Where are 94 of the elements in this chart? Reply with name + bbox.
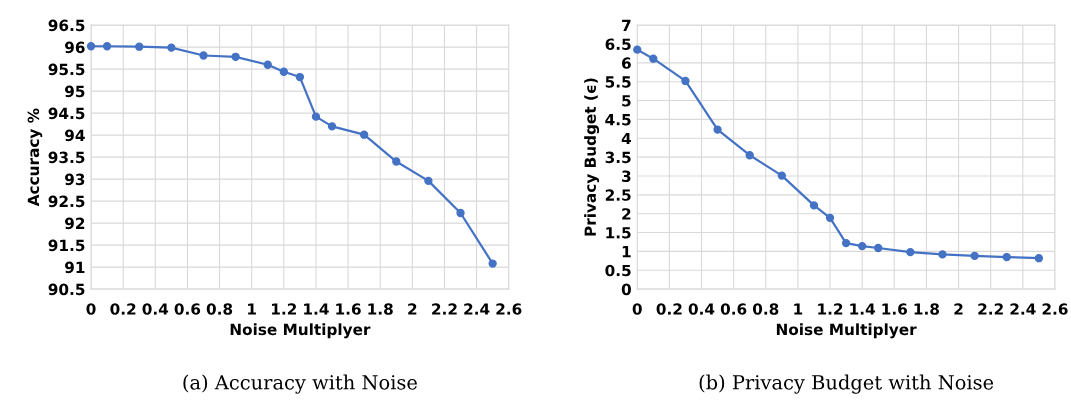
point xyxy=(777,171,786,180)
x-tick-label: 0.4 xyxy=(142,303,169,315)
point xyxy=(86,42,96,51)
y-tick-label: 94.5 xyxy=(48,107,85,120)
y-tick-label: 7 xyxy=(622,19,631,31)
x-tick-label: 1.2 xyxy=(818,303,843,315)
y-tick-label: 3 xyxy=(622,170,631,182)
y-tick-label: 96 xyxy=(65,41,85,54)
x-tick-label: 2.2 xyxy=(978,303,1003,315)
x-tick-label: 2.6 xyxy=(496,303,522,315)
point xyxy=(633,45,642,54)
point xyxy=(874,243,883,253)
x-tick-label: 1.4 xyxy=(850,303,875,315)
point xyxy=(263,60,272,69)
y-tick-label: 2 xyxy=(622,208,631,220)
y-tick-label: 0.5 xyxy=(605,264,631,277)
y-tick-label: 3.5 xyxy=(605,151,631,164)
point xyxy=(970,251,979,261)
point xyxy=(311,112,321,121)
x-tick-label: 1.2 xyxy=(272,303,297,315)
point xyxy=(135,42,144,51)
x-tick-label: 2.2 xyxy=(432,303,457,315)
x-tick-label: 2 xyxy=(408,303,417,315)
text: (a) Accuracy with Noise xyxy=(183,374,417,394)
point xyxy=(841,238,851,248)
point xyxy=(938,250,947,259)
point xyxy=(231,52,240,61)
y-tick-label: 5.5 xyxy=(605,76,631,88)
y-tick-label: 2.5 xyxy=(605,189,631,201)
x-tick-label: 1.8 xyxy=(368,303,393,315)
point xyxy=(456,208,465,218)
y-tick-label: 95 xyxy=(65,85,85,98)
point xyxy=(1034,254,1044,263)
y-tick-label: 4 xyxy=(621,132,631,145)
y-tick-label: 0 xyxy=(621,283,631,296)
point xyxy=(167,43,176,52)
x-tick-label: 1 xyxy=(248,303,256,315)
y-tick-label: 96.5 xyxy=(48,19,85,32)
y-tick-label: 6.5 xyxy=(605,38,631,51)
point xyxy=(649,54,658,63)
x-tick-label: 1.6 xyxy=(882,303,907,315)
y-tick-label: 1.5 xyxy=(606,227,631,239)
x-tick-label: 0 xyxy=(632,303,642,315)
point xyxy=(857,241,867,251)
point xyxy=(809,201,819,210)
x-tick-label: 1.8 xyxy=(914,303,939,315)
x-tick-label: 0.2 xyxy=(110,303,136,315)
point xyxy=(359,130,369,139)
x-tick-label: 0.4 xyxy=(688,303,715,315)
y-tick-label: 92.5 xyxy=(48,195,85,208)
point xyxy=(279,67,288,76)
x-tick-label: 2.4 xyxy=(464,303,490,315)
y-tick-label: 4.5 xyxy=(605,114,631,126)
point xyxy=(327,122,337,131)
point xyxy=(199,51,208,60)
text: (b) Privacy Budget with Noise xyxy=(699,374,994,394)
point xyxy=(392,157,401,166)
x-tick-label: 0.6 xyxy=(720,303,747,315)
point xyxy=(102,42,112,51)
x-axis-title: Noise Multiplyer xyxy=(776,323,917,339)
point xyxy=(713,125,722,134)
x-tick-label: 1 xyxy=(794,303,803,315)
point xyxy=(1002,252,1011,262)
x-tick-label: 2.4 xyxy=(1010,303,1036,315)
x-tick-label: 0 xyxy=(86,303,96,315)
x-tick-label: 2 xyxy=(954,303,963,315)
x-tick-label: 1.6 xyxy=(336,303,361,315)
y-tick-label: 90.5 xyxy=(48,283,85,296)
y-tick-label: 94 xyxy=(65,129,85,142)
y-tick-label: 93 xyxy=(65,173,85,186)
point xyxy=(681,76,690,86)
x-tick-label: 0.8 xyxy=(206,303,233,315)
y-tick-label: 91 xyxy=(65,261,85,274)
x-axis-title: Noise Multiplyer xyxy=(230,323,371,339)
point xyxy=(488,259,497,268)
point xyxy=(424,176,433,186)
y-tick-label: 95.5 xyxy=(48,63,85,76)
y-tick-label: 6 xyxy=(622,57,631,69)
y-tick-label: 93.5 xyxy=(48,151,85,164)
x-tick-label: 0.2 xyxy=(656,303,682,315)
x-tick-label: 1.4 xyxy=(304,303,329,315)
point xyxy=(745,151,754,160)
y-tick-label: 1 xyxy=(622,246,631,258)
y-tick-label: 91.5 xyxy=(48,239,85,252)
x-tick-label: 2.6 xyxy=(1042,303,1068,315)
x-tick-label: 0.8 xyxy=(752,303,779,315)
point xyxy=(295,72,305,82)
y-axis-title: Accuracy % xyxy=(27,108,43,207)
y-axis-title: Privacy Budget (ϵ) xyxy=(584,78,600,236)
y-tick-label: 5 xyxy=(622,95,631,107)
x-tick-label: 0.6 xyxy=(174,303,201,315)
y-tick-label: 92 xyxy=(65,217,85,230)
point xyxy=(906,247,915,257)
point xyxy=(825,213,835,223)
